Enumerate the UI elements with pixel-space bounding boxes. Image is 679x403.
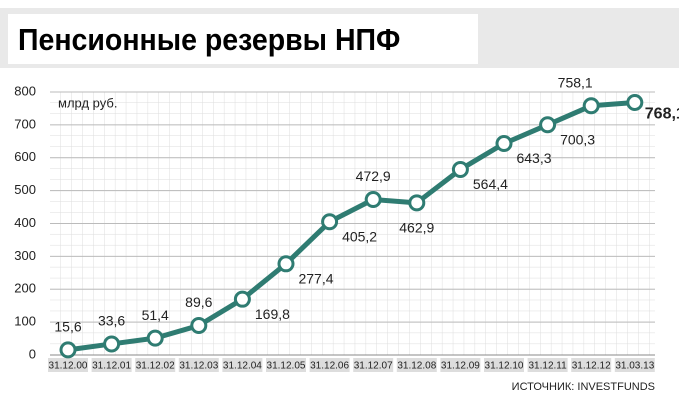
value-label: 89,6 bbox=[185, 294, 212, 310]
y-tick-label: 100 bbox=[14, 314, 36, 329]
x-tick-box bbox=[527, 358, 568, 372]
marker bbox=[59, 341, 77, 359]
x-tick-box bbox=[135, 358, 176, 372]
x-tick-box bbox=[353, 358, 394, 372]
x-tick-label: 31.12.00 bbox=[49, 361, 88, 372]
x-tick-box bbox=[614, 358, 655, 372]
x-tick-label: 31.12.02 bbox=[136, 361, 175, 372]
marker bbox=[495, 135, 513, 153]
y-tick-label: 200 bbox=[14, 281, 36, 296]
marker bbox=[582, 97, 600, 115]
marker bbox=[364, 191, 382, 209]
x-tick-label: 31.12.05 bbox=[267, 361, 306, 372]
y-tick-label: 600 bbox=[14, 149, 36, 164]
x-tick-label: 31.12.11 bbox=[529, 361, 568, 372]
value-label: 564,4 bbox=[473, 176, 508, 192]
marker bbox=[321, 213, 339, 231]
x-tick-label: 31.12.10 bbox=[485, 361, 524, 372]
value-label: 33,6 bbox=[98, 313, 125, 329]
marker bbox=[233, 290, 251, 308]
unit-label: млрд руб. bbox=[58, 95, 117, 110]
title-box bbox=[8, 14, 478, 64]
x-tick-box bbox=[222, 358, 263, 372]
value-label: 700,3 bbox=[560, 131, 595, 147]
marker bbox=[626, 93, 644, 111]
x-tick-box bbox=[571, 358, 612, 372]
value-label: 643,3 bbox=[516, 150, 551, 166]
y-tick-label: 0 bbox=[29, 346, 36, 361]
marker bbox=[277, 255, 295, 273]
y-tick-label: 800 bbox=[14, 83, 36, 98]
x-tick-label: 31.12.04 bbox=[223, 361, 262, 372]
value-label: 768,1 bbox=[645, 106, 679, 123]
value-label: 472,9 bbox=[356, 168, 391, 184]
marker bbox=[190, 317, 208, 335]
value-label: 405,2 bbox=[342, 228, 377, 244]
chart-title: Пенсионные резервы НПФ bbox=[18, 23, 400, 57]
value-label: 169,8 bbox=[255, 306, 290, 322]
marker bbox=[539, 116, 557, 134]
value-label: 462,9 bbox=[399, 220, 434, 236]
y-tick-label: 400 bbox=[14, 215, 36, 230]
x-tick-label: 31.12.01 bbox=[92, 361, 131, 372]
x-tick-label: 31.12.06 bbox=[310, 361, 349, 372]
x-tick-label: 31.12.07 bbox=[354, 361, 393, 372]
value-label: 758,1 bbox=[558, 74, 593, 90]
x-tick-label: 31.12.09 bbox=[441, 361, 480, 372]
x-tick-label: 31.03.13 bbox=[615, 361, 654, 372]
marker bbox=[408, 194, 426, 212]
value-label: 51,4 bbox=[142, 307, 169, 323]
x-tick-label: 31.12.03 bbox=[179, 361, 218, 372]
marker bbox=[103, 335, 121, 353]
x-tick-box bbox=[484, 358, 524, 372]
value-label: 277,4 bbox=[298, 271, 333, 287]
x-tick-box bbox=[309, 358, 350, 372]
x-tick-box bbox=[396, 358, 437, 372]
marker bbox=[146, 329, 164, 347]
x-tick-box bbox=[91, 358, 132, 372]
x-tick-box bbox=[266, 358, 306, 372]
x-tick-label: 31.12.08 bbox=[397, 361, 436, 372]
x-tick-box bbox=[440, 358, 481, 372]
y-tick-label: 500 bbox=[14, 182, 36, 197]
source: ИСТОЧНИК: INVESTFUNDS bbox=[512, 381, 655, 393]
x-tick-box bbox=[48, 358, 88, 372]
y-tick-label: 300 bbox=[14, 248, 36, 263]
x-tick-label: 31.12.12 bbox=[572, 361, 611, 372]
marker bbox=[451, 160, 469, 178]
x-tick-box bbox=[178, 358, 219, 372]
value-label: 15,6 bbox=[54, 319, 81, 335]
y-tick-label: 700 bbox=[14, 116, 36, 131]
